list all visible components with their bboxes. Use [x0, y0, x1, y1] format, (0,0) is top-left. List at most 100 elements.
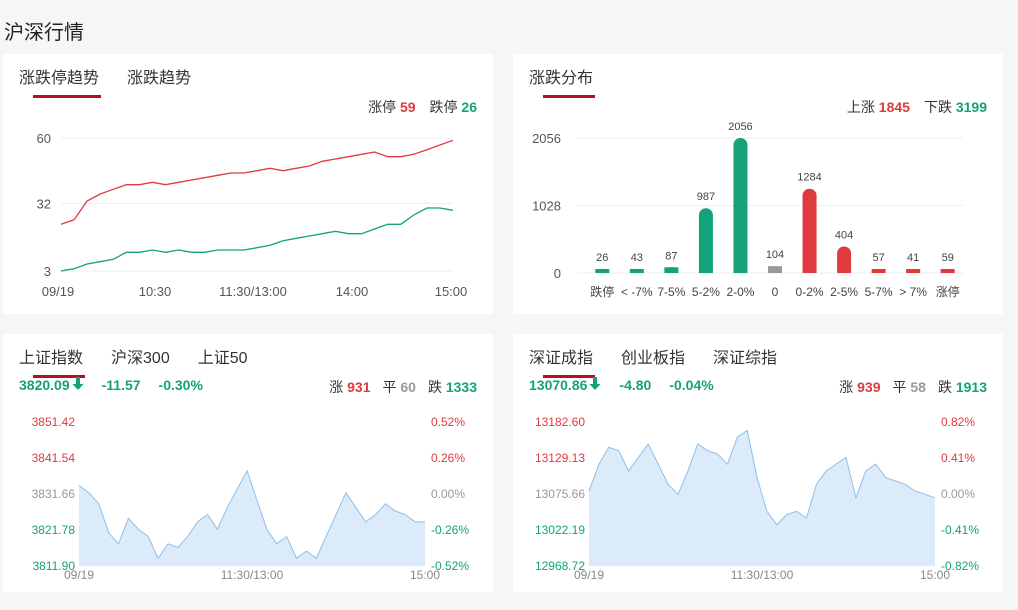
fall-label: 下跌: [923, 99, 952, 115]
rise-label: 上涨: [846, 99, 875, 115]
bar-data-label: 987: [697, 191, 715, 203]
y-tick-label-left: 13022.19: [535, 523, 585, 537]
y-tick-label-left: 13075.66: [535, 487, 585, 501]
y-tick-label-left: 12968.72: [535, 559, 585, 573]
x-tick-label: 10:30: [139, 284, 172, 299]
bar-data-label: 2056: [728, 121, 752, 133]
tab-sz-component[interactable]: 深证成指: [529, 344, 596, 378]
x-tick-label: 15:00: [435, 284, 468, 299]
y-tick-label: 2056: [532, 131, 561, 146]
limit-trend-chart: 60 32 3 09/19 10:30 11:30/13:00 14:00 15:00: [37, 131, 468, 299]
bar-base: [698, 266, 713, 273]
y-tick-label-left: 3831.66: [32, 487, 76, 501]
limit-down-stat: 跌停 26: [430, 97, 477, 117]
category-label: 5-2%: [692, 285, 720, 299]
down-arrow-icon: [589, 377, 601, 393]
limit-trend-card: 涨跌停趋势 涨跌趋势 涨停 59 跌停 26 60 32 3 09/19 10:30 11…: [3, 54, 493, 314]
y-tick-label: 60: [37, 131, 51, 146]
y-tick-label-right: 0.52%: [431, 415, 465, 429]
fall-stat: 下跌 3199: [924, 97, 987, 117]
y-tick-label-right: 0.00%: [431, 487, 465, 501]
category-label: 涨停: [936, 284, 960, 299]
tab-distribution[interactable]: 涨跌分布: [529, 64, 596, 98]
x-tick-label: 09/19: [42, 284, 75, 299]
sh-change: -11.57: [101, 377, 141, 393]
category-label: 5-7%: [865, 285, 893, 299]
sh-index-card: 上证指数 沪深300 上证50 3820.09 -11.57 -0.30% 涨 …: [3, 334, 493, 592]
y-tick-label-right: -0.41%: [941, 523, 979, 537]
y-tick-label: 1028: [532, 199, 561, 214]
x-tick-label: 11:30/13:00: [219, 284, 287, 299]
bar-base: [871, 269, 886, 273]
limit-down-label: 跌停: [429, 99, 458, 115]
bar: [733, 138, 748, 273]
sz-index-summary: 13070.86 -4.80 -0.04% 涨 939 平 58 跌 1913: [529, 377, 987, 397]
sh-pct: -0.30%: [158, 377, 203, 393]
bar-base: [802, 266, 817, 273]
sz-up-value: 939: [857, 379, 881, 395]
tab-sh-composite[interactable]: 上证指数: [19, 344, 86, 378]
x-tick-label: 09/19: [574, 568, 604, 582]
tab-csi300[interactable]: 沪深300: [111, 350, 170, 367]
bar-data-label: 41: [907, 252, 919, 264]
bar-base: [837, 266, 852, 273]
bar-data-label: 59: [942, 252, 954, 264]
rise-stat: 上涨 1845: [847, 97, 910, 117]
y-tick-label-left: 3821.78: [32, 523, 76, 537]
sh-price: 3820.09: [19, 377, 84, 397]
category-label: 2-5%: [830, 285, 858, 299]
bar-base: [629, 269, 644, 273]
sz-up-label: 涨: [839, 379, 854, 395]
rise-value: 1845: [878, 99, 910, 115]
sh-flat-value: 60: [400, 379, 416, 395]
y-tick-label-right: 0.26%: [431, 451, 465, 465]
distribution-tabs: 涨跌分布: [529, 64, 596, 98]
limit-trend-tabs: 涨跌停趋势 涨跌趋势: [19, 64, 191, 98]
y-tick-label-right: 0.82%: [941, 415, 975, 429]
sh-flat-count: 平 60: [382, 377, 415, 397]
tab-limit-trend[interactable]: 涨跌停趋势: [19, 64, 102, 98]
y-tick-label-left: 13129.13: [535, 451, 585, 465]
sh-index-tabs: 上证指数 沪深300 上证50: [19, 344, 248, 378]
bar: [698, 208, 713, 273]
category-label: 0-2%: [796, 285, 824, 299]
sz-pct: -0.04%: [669, 377, 714, 393]
sz-change: -4.80: [619, 377, 652, 393]
sz-index-tabs: 深证成指 创业板指 深证综指: [529, 344, 777, 378]
bar-base: [595, 269, 610, 273]
x-tick-label: 14:00: [336, 284, 369, 299]
y-tick-label: 32: [37, 196, 51, 211]
distribution-chart: 2056 1028 0 26 跌停 43 < -7% 87 7-5% 987 5-2% 2056 2-0…: [532, 121, 963, 299]
y-tick-label-left: 3851.42: [32, 415, 76, 429]
limit-up-stat: 涨停 59: [368, 97, 415, 117]
y-tick-label: 0: [554, 266, 561, 281]
page-title: 沪深行情: [4, 22, 84, 44]
category-label: < -7%: [621, 285, 653, 299]
tab-sse50[interactable]: 上证50: [197, 350, 248, 367]
bar: [802, 188, 817, 273]
sh-down-value: 1333: [445, 379, 477, 395]
sh-index-chart: 3851.42 0.52% 3841.54 0.26% 3831.66 0.00% 3821…: [32, 415, 470, 582]
bar-data-label: 104: [766, 249, 784, 261]
limit-up-value: 59: [399, 99, 416, 115]
bar-data-label: 57: [873, 252, 885, 264]
tab-sz-composite[interactable]: 深证综指: [713, 350, 778, 367]
sh-down-count: 跌 1333: [428, 377, 477, 397]
y-tick-label-right: -0.26%: [431, 523, 469, 537]
category-label: > 7%: [899, 285, 927, 299]
sh-index-summary: 3820.09 -11.57 -0.30% 涨 931 平 60 跌 1333: [19, 377, 477, 397]
y-tick-label-right: -0.82%: [941, 559, 979, 573]
y-tick-label-right: 0.00%: [941, 487, 975, 501]
x-tick-label: 11:30/13:00: [221, 568, 284, 582]
limit-down-value: 26: [461, 99, 477, 115]
tab-chinext[interactable]: 创业板指: [621, 350, 686, 367]
bar-data-label: 87: [665, 250, 677, 262]
bar-data-label: 1284: [797, 172, 821, 184]
sz-down-count: 跌 1913: [938, 377, 987, 397]
bar-data-label: 26: [596, 252, 608, 264]
y-tick-label-left: 3811.90: [33, 559, 76, 573]
category-label: 2-0%: [726, 285, 754, 299]
sh-up-value: 931: [347, 379, 371, 395]
bar-data-label: 404: [835, 229, 853, 241]
tab-updown-trend[interactable]: 涨跌趋势: [127, 70, 192, 87]
